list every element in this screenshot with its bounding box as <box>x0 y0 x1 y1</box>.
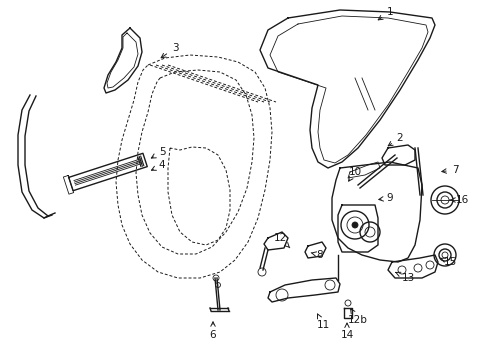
Text: 3: 3 <box>161 43 178 58</box>
Text: 14: 14 <box>340 323 353 340</box>
Text: 1: 1 <box>377 7 392 20</box>
Text: 4: 4 <box>151 160 165 170</box>
Text: 8: 8 <box>310 250 323 260</box>
Text: 15: 15 <box>440 257 456 267</box>
Text: 16: 16 <box>449 195 468 205</box>
Text: 12b: 12b <box>347 309 367 325</box>
Text: 10: 10 <box>348 167 361 181</box>
Text: 5: 5 <box>151 147 165 158</box>
Text: 9: 9 <box>378 193 392 203</box>
Text: 11: 11 <box>316 314 329 330</box>
Text: 6: 6 <box>209 322 216 340</box>
Text: 2: 2 <box>387 133 403 146</box>
Circle shape <box>351 222 357 228</box>
Text: 7: 7 <box>441 165 457 175</box>
Text: 13: 13 <box>395 272 414 283</box>
Text: 12: 12 <box>273 233 289 248</box>
